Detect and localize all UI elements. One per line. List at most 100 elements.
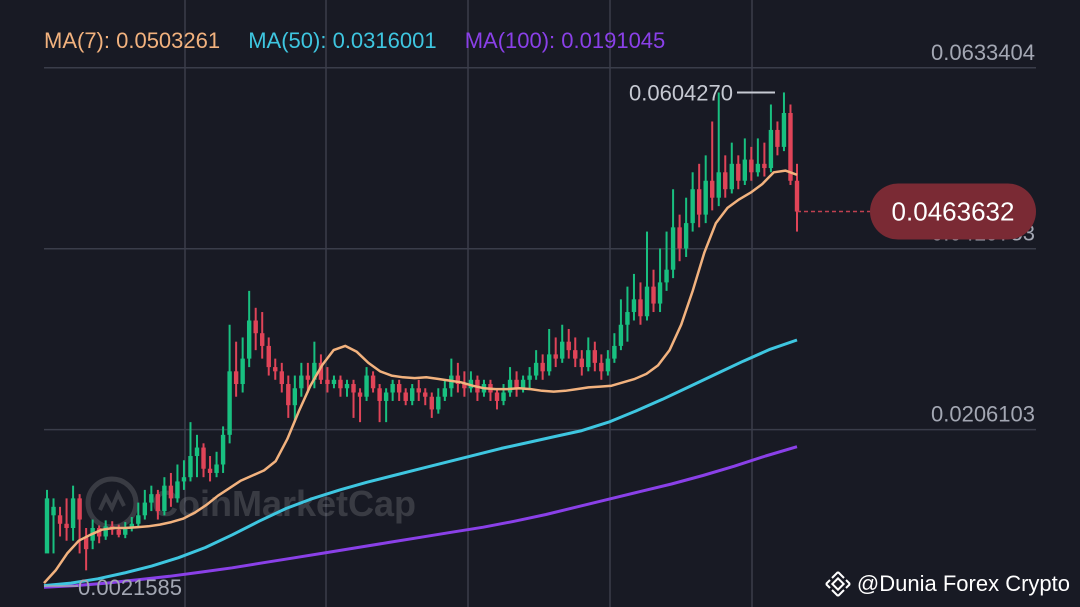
candle-body (351, 384, 356, 393)
candle-body (370, 375, 376, 389)
candle-body (442, 388, 448, 397)
candle-body (670, 227, 676, 270)
candle-body (664, 269, 669, 283)
candle-body (644, 286, 650, 317)
candle-body (325, 379, 330, 385)
candle-body (638, 299, 643, 317)
candle-body (462, 384, 467, 389)
candle-body (162, 485, 167, 512)
watermark-text: CoinMarketCap (152, 483, 416, 524)
candle-body (605, 358, 611, 372)
high-price-label: 0.0604270 (629, 80, 733, 105)
candle-body (429, 396, 434, 410)
candle-body (546, 354, 552, 372)
candle-body (703, 180, 708, 215)
candle-body (527, 375, 532, 380)
legend-ma7: MA(7): 0.0503261 (44, 28, 221, 53)
ma7-line (43, 169, 798, 584)
candle-body (194, 447, 200, 457)
candle-body (520, 379, 526, 389)
candle-body (592, 350, 598, 363)
candle-body (260, 333, 265, 346)
candle-body (129, 523, 134, 529)
candle-body (136, 515, 141, 524)
candle-body (175, 481, 180, 499)
candle-body (762, 163, 767, 169)
candle-body (586, 350, 591, 368)
candle-body (168, 485, 174, 499)
candle-body (44, 498, 50, 554)
candle-body (781, 113, 787, 147)
candle-body (227, 371, 232, 435)
candle-body (599, 362, 604, 372)
candle-body (416, 388, 421, 393)
candle-body (560, 341, 565, 359)
candle-body (768, 129, 774, 169)
candle-body (710, 180, 715, 198)
ma7-series (43, 169, 798, 584)
watermark: CoinMarketCap (85, 476, 416, 530)
candle-body (240, 358, 245, 385)
candle-body (364, 375, 369, 397)
current-price-marker[interactable]: 0.0463632 (797, 183, 1036, 240)
ma100-series (43, 445, 798, 589)
candle-body (123, 528, 128, 535)
candle-body (286, 384, 291, 406)
credit-text: @Dunia Forex Crypto (856, 571, 1070, 596)
candle-body (410, 388, 415, 401)
chart-grid (44, 0, 1036, 607)
candle-body (657, 282, 663, 304)
y-tick-label: 0.0021585 (78, 575, 182, 600)
candle-body (181, 477, 187, 482)
candle-body (57, 515, 63, 524)
candle-body (716, 172, 721, 198)
candle-body (70, 498, 76, 529)
ma100-line (43, 445, 798, 589)
candle-body (677, 227, 682, 249)
candle-body (579, 358, 584, 368)
candle-body (201, 447, 206, 469)
ma50-line (43, 338, 798, 588)
candle-body (696, 189, 702, 215)
candle-body (253, 320, 258, 334)
candle-body (214, 464, 219, 473)
candle-body (651, 286, 656, 304)
candle-body (501, 392, 506, 401)
high-price-marker: 0.0604270 (629, 80, 775, 105)
candle-body (103, 526, 108, 537)
candle-body (299, 375, 304, 389)
candle-body (279, 371, 284, 385)
candle-body (514, 379, 519, 389)
candle-body (540, 362, 545, 372)
candle-body (612, 345, 617, 359)
candle-body (755, 163, 761, 173)
candle-body (618, 324, 624, 346)
y-tick-label: 0.0206103 (931, 402, 1035, 427)
binance-logo-icon (825, 571, 851, 597)
watermark-wave-mark (98, 489, 126, 513)
candle-body (292, 388, 298, 406)
candle-body (233, 371, 239, 385)
candle-body (116, 529, 121, 535)
candle-body (625, 312, 630, 325)
candle-body (631, 299, 637, 313)
candle-body (742, 159, 748, 181)
ma50-series (43, 338, 798, 588)
candle-body (396, 384, 402, 393)
candle-body (377, 388, 382, 401)
candle-body (188, 456, 193, 478)
candle-body (553, 354, 558, 359)
candle-body (775, 129, 780, 147)
candle-body (390, 384, 395, 393)
candle-body (573, 350, 578, 359)
candle-body (318, 362, 324, 380)
y-tick-label: 0.0633404 (931, 40, 1035, 65)
candle-body (788, 113, 793, 181)
candle-body (749, 159, 754, 173)
candles-series (44, 92, 800, 571)
candle-body (494, 392, 500, 401)
candle-body (736, 163, 741, 181)
ma-legend: MA(7): 0.0503261 MA(50): 0.0316001 MA(10… (44, 28, 687, 54)
